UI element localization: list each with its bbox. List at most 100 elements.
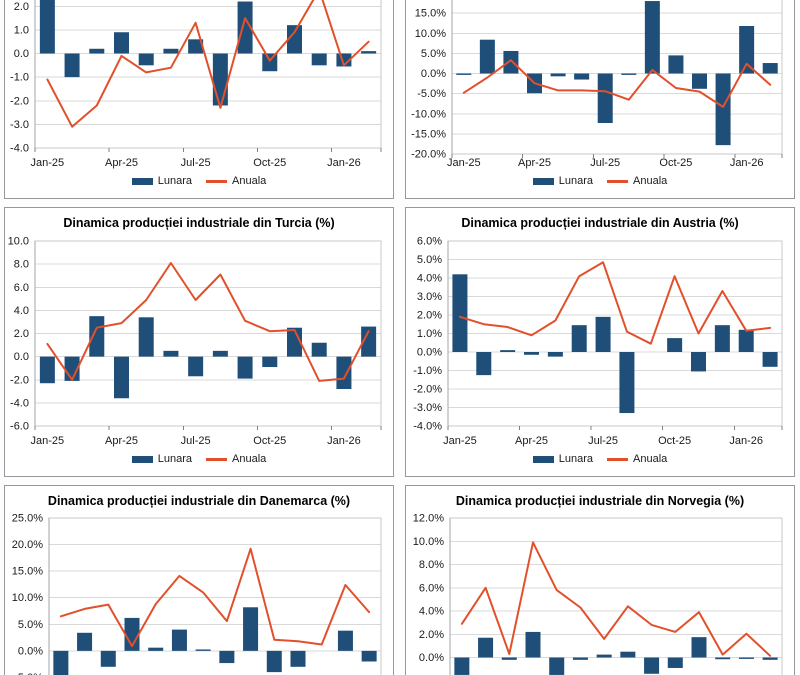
svg-text:Oct-25: Oct-25 [253,435,286,447]
svg-text:6.0%: 6.0% [417,236,442,248]
svg-text:15.0%: 15.0% [12,566,43,578]
bar [336,356,352,389]
svg-text:5.0%: 5.0% [18,619,43,631]
bar [361,51,377,54]
svg-text:4.0%: 4.0% [419,606,444,618]
svg-text:5.0%: 5.0% [421,48,446,60]
chart-title: Dinamica producției industriale din Aust… [461,216,739,230]
legend-line-swatch [607,457,628,461]
line-series-anuala [462,59,772,108]
chart-panel-norvegia: Dinamica producției industriale din Norv… [405,485,795,675]
legend-line-label: Anuala [232,453,267,465]
svg-text:20.0%: 20.0% [12,539,43,551]
bar [311,53,327,66]
svg-text:Oct-25: Oct-25 [658,435,691,447]
bar [621,73,637,75]
bar [691,637,707,658]
bar [243,607,259,651]
bar [596,654,612,658]
bar [762,657,778,660]
svg-text:-6.0: -6.0 [10,421,29,433]
x-axis-labels: Jan-25 Apr-25 Jul-25 Oct-25 Jan-26 [31,157,361,169]
bar [266,650,282,673]
bar [219,650,235,664]
svg-text:Jan-26: Jan-26 [327,435,361,447]
y-axis-labels: -4.0% -3.0% -2.0% -1.0% 0.0% 1.0% 2.0% 3.0% 4.0%… [413,236,442,433]
chart-panel-top-left: -4.0-3.0-2.0-1.00.01.02.03.04.0Jan-25Apr… [4,0,394,199]
svg-text:Apr-25: Apr-25 [105,435,138,447]
bar [738,657,754,659]
y-axis-labels: -10.0%-5.0%0.0%5.0%10.0%15.0%20.0%25.0% [12,513,43,675]
legend-bar-label: Lunara [558,453,593,465]
svg-text:-15.0%: -15.0% [411,128,446,140]
svg-text:Jan-25: Jan-25 [447,157,481,169]
bar [595,316,611,352]
legend-line-label: Anuala [633,175,668,187]
svg-text:-5.0%: -5.0% [417,88,446,100]
bar [39,0,55,54]
bar-series-lunara [39,0,377,106]
bar [597,73,613,124]
bar [691,352,706,372]
bar-series-lunara [39,316,377,399]
chart-panel-austria: Dinamica producției industriale din Aust… [405,207,795,477]
svg-text:12.0%: 12.0% [413,513,444,525]
x-axis-ticks [447,426,783,430]
svg-text:Apr-25: Apr-25 [518,157,551,169]
bar [53,650,69,675]
chart-legend: Lunara Anuala [406,453,794,465]
bar [361,326,377,357]
svg-text:Oct-25: Oct-25 [659,157,692,169]
bar [478,637,494,658]
chart-legend: Lunara Anuala [5,175,393,187]
chart-panel-top-right: -20.0% -15.0% -10.0% -5.0% 0.0% 5.0% 10.0% 15.0… [405,0,795,199]
svg-text:-2.0: -2.0 [10,95,29,107]
bar [237,356,253,379]
svg-text:1.0: 1.0 [14,24,29,36]
svg-text:-3.0%: -3.0% [413,402,442,414]
gridlines [450,517,782,658]
line-series-anuala [46,262,370,382]
line-series-anuala [46,0,370,128]
legend-bar-label: Lunara [558,175,593,187]
svg-text:1.0%: 1.0% [417,328,442,340]
svg-text:-1.0: -1.0 [10,72,29,84]
svg-text:4.0: 4.0 [14,305,29,317]
svg-text:Jan-26: Jan-26 [327,157,361,169]
svg-text:-4.0: -4.0 [10,143,29,155]
line-series-anuala [460,541,772,657]
svg-text:10.0: 10.0 [8,236,29,248]
bar [503,50,519,74]
svg-text:-5.0%: -5.0% [14,672,43,675]
chart-legend: Lunara Anuala [5,453,393,465]
svg-text:4.0%: 4.0% [417,273,442,285]
bar [163,350,179,357]
bar [762,63,778,74]
svg-text:0.0: 0.0 [14,48,29,60]
line-series-anuala [458,261,772,345]
svg-text:15.0%: 15.0% [415,8,446,20]
svg-text:25.0%: 25.0% [12,513,43,525]
bar [195,649,211,651]
chart-title: Dinamica producției industriale din Norv… [455,494,745,508]
legend-bar-swatch [131,177,153,185]
legend-bar-swatch [131,455,153,463]
bar-series-lunara [53,607,377,675]
svg-text:Jul-25: Jul-25 [181,435,211,447]
bar-series-lunara [454,631,778,675]
bar [500,350,516,352]
bar [619,352,635,414]
bar [571,325,587,352]
svg-text:Jul-25: Jul-25 [181,157,211,169]
bar [715,73,731,146]
bar [738,329,754,352]
bar [524,352,539,355]
bar [714,325,730,352]
svg-text:8.0: 8.0 [14,259,29,271]
chart-title: Dinamica producției industriale din Turc… [63,216,335,230]
bar [644,657,660,674]
bar [287,327,302,357]
svg-text:10.0%: 10.0% [413,536,444,548]
legend-line-label: Anuala [633,453,668,465]
svg-text:-20.0%: -20.0% [411,149,446,161]
